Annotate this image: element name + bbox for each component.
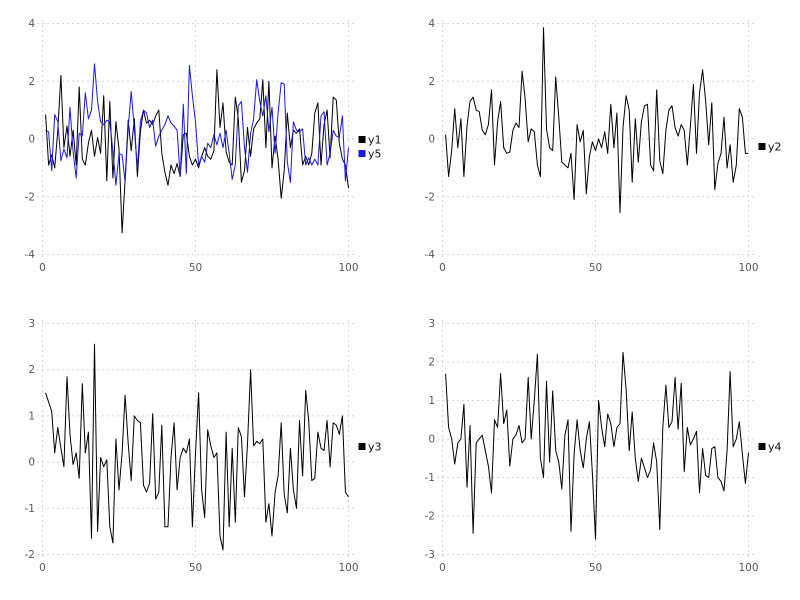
legend-label-y5: y5 [368, 148, 382, 161]
series-line-y1 [45, 69, 349, 234]
legend-swatch-y5 [358, 150, 366, 157]
x-tick-label: 50 [189, 262, 202, 274]
y-tick-label: -3 [425, 549, 435, 561]
y-tick-label: 3 [428, 318, 435, 330]
x-tick-label: 0 [39, 562, 46, 574]
legend-label-y3: y3 [368, 441, 382, 454]
line-chart-y2: 0 50 100 -4 -2 0 2 4 y2 [425, 18, 782, 274]
series-line-y4 [445, 351, 749, 540]
legend-swatch-y2 [758, 143, 766, 150]
y-tick-label: 4 [428, 18, 435, 30]
chart-panel-bottom-right: 0 50 100 -3 -2 -1 0 1 2 3 y4 [400, 300, 800, 600]
line-chart-y4: 0 50 100 -3 -2 -1 0 1 2 3 y4 [425, 318, 782, 574]
line-chart-y3: 0 50 100 -2 -1 0 1 2 3 y3 [25, 318, 382, 574]
chart-panel-top-right: 0 50 100 -4 -2 0 2 4 y2 [400, 0, 800, 300]
y-tick-label: 0 [28, 134, 35, 146]
legend-label-y4: y4 [768, 441, 782, 454]
y-tick-label: -4 [25, 249, 36, 261]
y-tick-label: -2 [25, 191, 35, 203]
x-tick-label: 100 [738, 562, 758, 574]
y-tick-label: 0 [28, 457, 35, 469]
x-tick-label: 0 [439, 262, 446, 274]
y-tick-label: 2 [428, 76, 435, 88]
series-line-y2 [445, 27, 749, 214]
legend-swatch-y4 [758, 443, 766, 450]
y-tick-label: -1 [425, 472, 435, 484]
chart-panel-top-left: 0 50 100 -4 -2 0 2 4 y1 y5 [0, 0, 400, 300]
x-tick-label: 100 [338, 562, 358, 574]
y-tick-label: 2 [28, 76, 35, 88]
series-line-y3 [45, 343, 349, 551]
y-tick-label: -2 [425, 511, 435, 523]
y-tick-label: 1 [28, 410, 35, 422]
y-tick-label: -1 [25, 503, 35, 515]
y-tick-label: 2 [28, 364, 35, 376]
x-tick-label: 100 [738, 262, 758, 274]
x-tick-label: 50 [189, 562, 202, 574]
x-tick-label: 50 [589, 562, 602, 574]
y-tick-label: -2 [25, 549, 35, 561]
legend-label-y2: y2 [768, 141, 782, 154]
y-tick-label: -2 [425, 191, 435, 203]
y-tick-label: 2 [428, 357, 435, 369]
y-tick-label: -4 [425, 249, 436, 261]
x-tick-label: 0 [439, 562, 446, 574]
x-tick-label: 50 [589, 262, 602, 274]
y-tick-label: 0 [428, 434, 435, 446]
y-tick-label: 0 [428, 134, 435, 146]
legend-swatch-y3 [358, 443, 366, 450]
series-line-y5 [45, 63, 349, 186]
x-tick-label: 0 [39, 262, 46, 274]
legend-label-y1: y1 [368, 134, 382, 147]
y-tick-label: 4 [28, 18, 35, 30]
y-tick-label: 3 [28, 318, 35, 330]
chart-panel-bottom-left: 0 50 100 -2 -1 0 1 2 3 y3 [0, 300, 400, 600]
x-tick-label: 100 [338, 262, 358, 274]
legend-swatch-y1 [358, 136, 366, 143]
y-tick-label: 1 [428, 395, 435, 407]
